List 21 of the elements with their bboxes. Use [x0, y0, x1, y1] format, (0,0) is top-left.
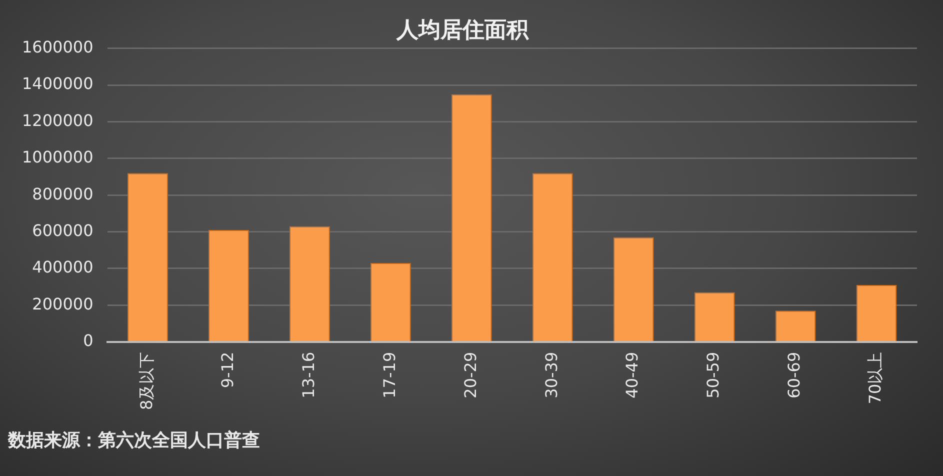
source-note: 数据来源：第六次全国人口普查 — [8, 429, 260, 452]
y-tick-label: 1200000 — [22, 110, 94, 130]
y-tick-label: 1000000 — [22, 148, 94, 167]
x-tick-label: 17-19 — [380, 352, 399, 398]
y-tick-label: 200000 — [32, 294, 94, 314]
x-tick-label: 50-59 — [704, 352, 723, 398]
y-tick-label: 400000 — [32, 258, 94, 277]
x-tick-label: 20-29 — [460, 352, 480, 398]
x-tick-label: 70以上 — [866, 352, 885, 404]
x-tick-label: 13-16 — [298, 352, 318, 398]
x-tick-label: 60-69 — [784, 352, 804, 398]
x-tick-label: 40-49 — [622, 352, 642, 398]
y-tick-label: 1600000 — [22, 38, 94, 57]
y-tick-label: 800000 — [32, 184, 94, 204]
y-tick-label: 0 — [83, 330, 94, 350]
y-tick-label: 600000 — [32, 220, 94, 240]
x-tick-label: 9-12 — [218, 352, 237, 388]
y-tick-label: 1400000 — [22, 74, 94, 94]
x-tick-label: 8及以下 — [136, 352, 156, 410]
x-tick-label: 30-39 — [542, 352, 561, 398]
chart-title: 人均居住面积 — [396, 18, 530, 43]
